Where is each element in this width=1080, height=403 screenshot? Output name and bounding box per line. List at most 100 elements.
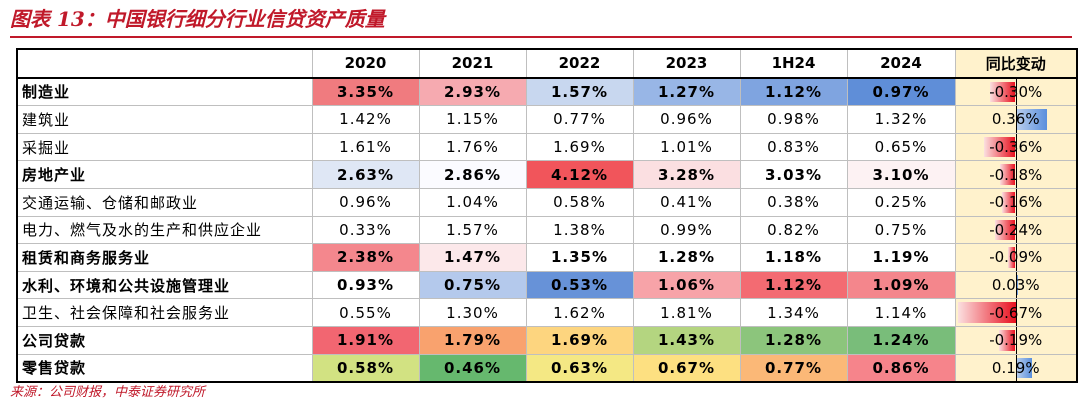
yoy-change-cell: -0.67% — [954, 298, 1078, 327]
row-label: 零售贷款 — [16, 353, 313, 384]
change-databar — [1001, 191, 1016, 213]
npl-ratio-cell: 0.93% — [311, 270, 420, 300]
npl-ratio-cell: 1.69% — [525, 132, 634, 162]
change-value: 0.03% — [991, 276, 1040, 295]
databar-axis — [1015, 327, 1017, 354]
databar-axis — [1015, 189, 1017, 216]
npl-ratio-cell: 1.47% — [418, 243, 527, 272]
table-row: 交通运输、仓储和邮政业 0.96% 1.04% 0.58% 0.41% 0.38% 0.25… — [16, 187, 1078, 217]
npl-ratio-cell: 1.81% — [632, 298, 741, 327]
databar-axis — [1015, 272, 1017, 298]
npl-ratio-cell: 0.77% — [525, 105, 634, 134]
yoy-change-cell: -0.16% — [954, 187, 1078, 217]
change-databar — [999, 329, 1016, 351]
npl-ratio-cell: 1.01% — [632, 132, 741, 162]
npl-ratio-cell: 1.38% — [525, 215, 634, 245]
npl-ratio-cell: 1.30% — [418, 298, 527, 327]
figure-title: 图表 13：中国银行细分行业信贷资产质量 — [10, 7, 385, 31]
npl-ratio-cell: 0.58% — [525, 187, 634, 217]
header-row: 2020 2021 2022 2023 1H24 2024 同比变动 — [16, 48, 1078, 79]
change-value: -0.18% — [989, 165, 1043, 184]
row-label: 房地产业 — [16, 160, 313, 189]
change-value: 0.36% — [991, 110, 1040, 129]
databar-axis — [1015, 106, 1017, 133]
npl-ratio-cell: 1.32% — [846, 105, 956, 134]
npl-ratio-cell: 0.25% — [846, 187, 956, 217]
table-row: 水利、环境和公共设施管理业 0.93% 0.75% 0.53% 1.06% 1.12% 1.… — [16, 270, 1078, 300]
npl-ratio-cell: 1.35% — [525, 243, 634, 272]
row-label: 水利、环境和公共设施管理业 — [16, 270, 313, 300]
npl-ratio-cell: 1.61% — [311, 132, 420, 162]
change-databar — [999, 164, 1016, 185]
npl-ratio-cell: 1.57% — [525, 77, 634, 107]
table-body: 制造业 3.35% 2.93% 1.57% 1.27% 1.12% 0.97% -0.30% 建… — [16, 77, 1078, 384]
npl-ratio-cell: 3.28% — [632, 160, 741, 189]
yoy-change-cell: -0.36% — [954, 132, 1078, 162]
npl-ratio-cell: 0.97% — [846, 77, 956, 107]
row-label: 采掘业 — [16, 132, 313, 162]
change-value: -0.36% — [989, 138, 1043, 157]
npl-ratio-cell: 3.35% — [311, 77, 420, 107]
databar-axis — [1015, 217, 1017, 243]
change-databar — [994, 219, 1016, 241]
npl-ratio-cell: 0.53% — [525, 270, 634, 300]
npl-ratio-cell: 1.28% — [739, 325, 848, 355]
npl-ratio-cell: 1.12% — [739, 270, 848, 300]
header-2021: 2021 — [418, 48, 527, 79]
npl-ratio-cell: 2.86% — [418, 160, 527, 189]
npl-ratio-cell: 1.27% — [632, 77, 741, 107]
change-value: 0.19% — [991, 358, 1040, 377]
row-label: 建筑业 — [16, 105, 313, 134]
change-databar — [984, 136, 1016, 158]
header-yoy-change: 同比变动 — [954, 48, 1078, 79]
table-row: 制造业 3.35% 2.93% 1.57% 1.27% 1.12% 0.97% -0.30% — [16, 77, 1078, 107]
change-value: -0.19% — [989, 331, 1043, 350]
table-row: 采掘业 1.61% 1.76% 1.69% 1.01% 0.83% 0.65% -0.36% — [16, 132, 1078, 162]
npl-ratio-cell: 0.58% — [311, 353, 420, 384]
npl-ratio-cell: 0.75% — [846, 215, 956, 245]
source-note: 来源：公司财报，中泰证券研究所 — [10, 385, 206, 400]
header-2024: 2024 — [846, 48, 956, 79]
npl-ratio-cell: 0.41% — [632, 187, 741, 217]
asset-quality-table: 2020 2021 2022 2023 1H24 2024 同比变动 制造业 3.… — [16, 48, 1078, 384]
npl-ratio-cell: 1.28% — [632, 243, 741, 272]
change-value: -0.67% — [989, 303, 1043, 322]
row-label: 公司贷款 — [16, 325, 313, 355]
npl-ratio-cell: 0.38% — [739, 187, 848, 217]
table-row: 卫生、社会保障和社会服务业 0.55% 1.30% 1.62% 1.81% 1.34% 1.… — [16, 298, 1078, 327]
npl-ratio-cell: 1.19% — [846, 243, 956, 272]
npl-ratio-cell: 1.14% — [846, 298, 956, 327]
header-label — [16, 48, 313, 79]
npl-ratio-cell: 1.42% — [311, 105, 420, 134]
databar-axis — [1015, 78, 1017, 105]
table-row: 租赁和商务服务业 2.38% 1.47% 1.35% 1.28% 1.18% 1.19% -0… — [16, 243, 1078, 272]
change-databar — [1015, 109, 1047, 130]
header-2020: 2020 — [311, 48, 420, 79]
npl-ratio-cell: 1.91% — [311, 325, 420, 355]
change-databar — [1015, 274, 1019, 296]
npl-ratio-cell: 0.98% — [739, 105, 848, 134]
npl-ratio-cell: 0.75% — [418, 270, 527, 300]
npl-ratio-cell: 0.99% — [632, 215, 741, 245]
table-row: 建筑业 1.42% 1.15% 0.77% 0.96% 0.98% 1.32% 0.36% — [16, 105, 1078, 134]
chart-header: 图表 13：中国银行细分行业信贷资产质量 — [10, 6, 1072, 38]
npl-ratio-cell: 0.33% — [311, 215, 420, 245]
row-label: 交通运输、仓储和邮政业 — [16, 187, 313, 217]
npl-ratio-cell: 2.38% — [311, 243, 420, 272]
npl-ratio-cell: 3.03% — [739, 160, 848, 189]
yoy-change-cell: -0.19% — [954, 325, 1078, 355]
yoy-change-cell: -0.09% — [954, 243, 1078, 272]
yoy-change-cell: 0.03% — [954, 270, 1078, 300]
row-label: 制造业 — [16, 77, 313, 107]
yoy-change-cell: 0.19% — [954, 353, 1078, 384]
header-2022: 2022 — [525, 48, 634, 79]
change-value: -0.30% — [989, 82, 1043, 101]
npl-ratio-cell: 0.96% — [632, 105, 741, 134]
header-1h24: 1H24 — [739, 48, 848, 79]
table-row: 电力、燃气及水的生产和供应企业 0.33% 1.57% 1.38% 0.99% 0.82%… — [16, 215, 1078, 245]
npl-ratio-cell: 1.12% — [739, 77, 848, 107]
row-label: 电力、燃气及水的生产和供应企业 — [16, 215, 313, 245]
npl-ratio-cell: 1.09% — [846, 270, 956, 300]
npl-ratio-cell: 0.86% — [846, 353, 956, 384]
npl-ratio-cell: 0.77% — [739, 353, 848, 384]
